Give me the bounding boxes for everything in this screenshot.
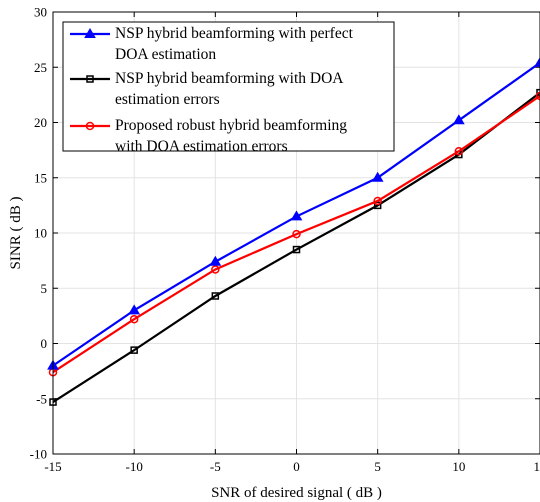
data-point — [534, 56, 540, 67]
data-point — [211, 292, 220, 300]
legend-label: with DOA estimation errors — [115, 138, 288, 155]
y-axis-label: SINR ( dB ) — [8, 197, 24, 270]
legend-entry-2: Proposed robust hybrid beamforming with D… — [70, 117, 347, 155]
y-tick-label: 5 — [41, 281, 48, 296]
data-point — [373, 196, 382, 206]
y-tick-label: 15 — [34, 170, 47, 185]
data-point — [209, 255, 222, 266]
data-point — [290, 210, 303, 221]
x-tick-label: -10 — [125, 459, 142, 474]
legend-marker — [85, 121, 95, 131]
x-tick-label: 10 — [452, 459, 465, 474]
legend-marker — [84, 28, 96, 38]
data-point — [454, 146, 464, 156]
legend-label: NSP hybrid beamforming with perfect — [115, 25, 354, 42]
data-point — [129, 314, 139, 324]
data-point — [292, 229, 301, 239]
y-tick-label: 30 — [34, 5, 47, 20]
data-point — [536, 88, 540, 97]
x-axis-ticks: -15 -10 -5 0 5 10 15 — [44, 12, 540, 474]
legend-label: NSP hybrid beamforming with DOA — [115, 70, 344, 87]
data-point — [130, 346, 138, 354]
legend-entry-0: NSP hybrid beamforming with perfect DOA e… — [70, 25, 354, 63]
x-tick-label: -15 — [44, 459, 61, 474]
y-tick-label: 10 — [34, 226, 47, 241]
legend-label: DOA estimation — [115, 46, 216, 63]
y-tick-label: 0 — [41, 336, 48, 351]
y-tick-label: -10 — [30, 447, 47, 462]
y-tick-label: -5 — [36, 391, 47, 406]
x-tick-label: 5 — [374, 459, 381, 474]
data-point — [535, 91, 540, 101]
series-2 — [48, 91, 540, 377]
data-point — [292, 245, 301, 254]
x-tick-label: 0 — [293, 459, 300, 474]
x-tick-label: -5 — [210, 459, 221, 474]
data-point — [371, 171, 384, 182]
y-tick-label: 25 — [34, 60, 47, 75]
legend-entry-1: NSP hybrid beamforming with DOA estimatio… — [70, 70, 344, 108]
legend-box — [62, 21, 395, 152]
series-line — [52, 95, 540, 374]
data-point — [128, 304, 141, 315]
x-axis-label: SNR of desired signal ( dB ) — [211, 485, 382, 501]
legend-label: Proposed robust hybrid beamforming — [115, 117, 347, 134]
plot-frame — [52, 11, 540, 455]
legend-label: estimation errors — [115, 91, 220, 108]
y-tick-label: 20 — [34, 115, 47, 130]
data-point — [373, 201, 382, 210]
legend: NSP hybrid beamforming with perfect DOA e… — [62, 21, 395, 155]
data-point — [452, 114, 465, 125]
legend-marker — [86, 75, 94, 83]
x-tick-label: 15 — [534, 459, 540, 474]
data-point — [211, 265, 220, 274]
